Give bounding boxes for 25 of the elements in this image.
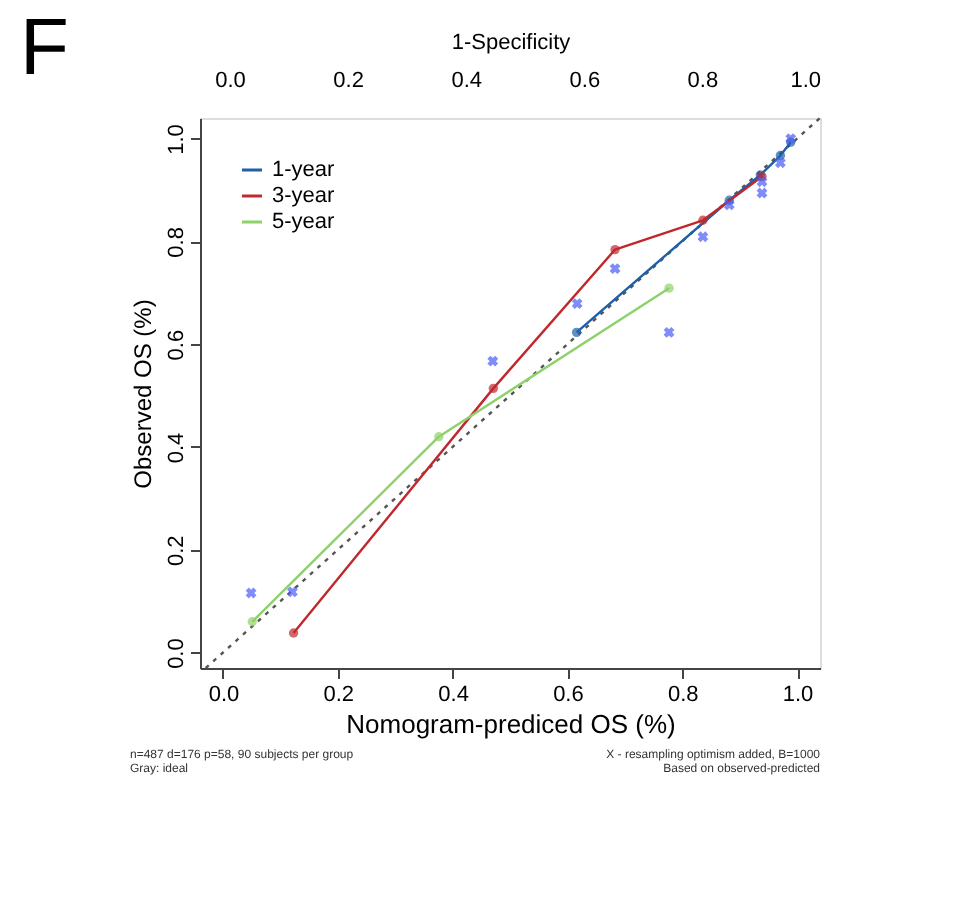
legend-label: 1-year (272, 158, 336, 182)
y-axis-title: Observed OS (%) (129, 299, 157, 489)
x-tick-label: 0.0 (208, 683, 240, 707)
y-tick-label: 0.2 (165, 535, 189, 567)
chart-title: F (20, 4, 69, 92)
x-tick-label: 1.0 (782, 683, 814, 707)
x2-tick-label: 0.8 (687, 69, 719, 93)
y-tick-label: 0.0 (165, 638, 189, 669)
x-tick-label: 0.8 (667, 683, 699, 707)
legend-label: 5-year (272, 210, 336, 234)
x2-tick-label: 0.4 (451, 69, 483, 93)
y-tick-label: 0.4 (165, 432, 189, 464)
x-tick-label: 0.2 (323, 683, 355, 707)
x-tick-label: 0.6 (553, 683, 584, 707)
x2-axis-title: 1-Specificity (451, 31, 572, 55)
x-axis-title: Nomogram-prediced OS (%) (346, 709, 676, 739)
legend-label: 3-year (272, 184, 336, 208)
x2-tick-label: 0.6 (569, 69, 601, 93)
y-tick-label: 0.6 (165, 329, 189, 361)
y-tick-label: 1.0 (165, 124, 189, 155)
x-tick-label: 0.4 (438, 683, 469, 707)
x2-tick-label: 1.0 (790, 69, 821, 93)
y-tick-label: 0.8 (165, 227, 189, 258)
x2-tick-label: 0.2 (333, 69, 364, 93)
x2-tick-label: 0.0 (215, 69, 246, 93)
